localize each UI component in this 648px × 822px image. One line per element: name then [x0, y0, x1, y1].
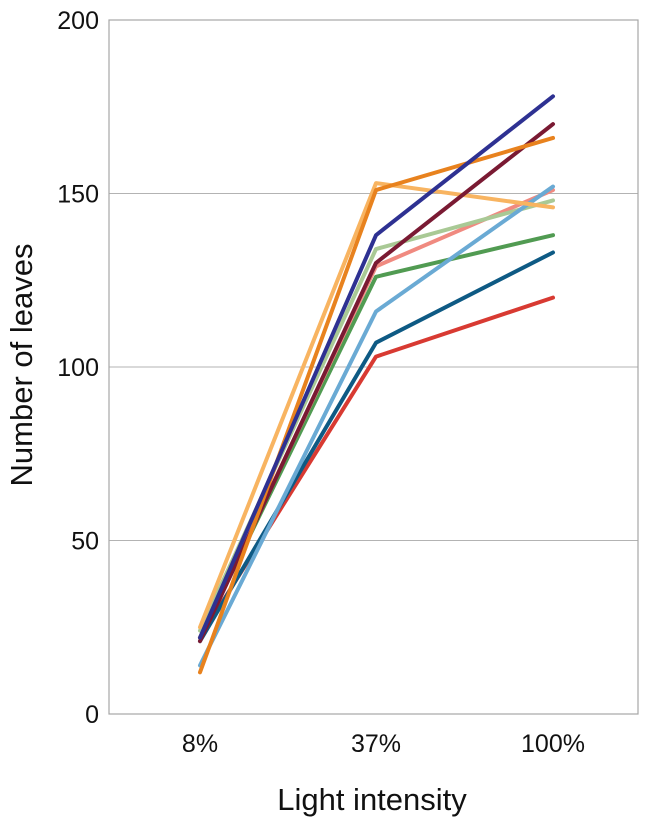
series-line	[198, 184, 555, 668]
y-tick-labels: 0 50 100 150 200	[57, 7, 99, 729]
plot-frame	[108, 19, 639, 715]
y-axis-title: Number of leaves	[4, 244, 39, 487]
x-tick-label: 8%	[182, 730, 218, 758]
series-line	[198, 295, 555, 640]
x-tick-labels: 8% 37% 100%	[182, 730, 585, 758]
y-tick-label: 200	[57, 7, 99, 35]
series-line	[198, 188, 555, 640]
x-axis-title: Light intensity	[277, 782, 467, 817]
series-line	[198, 94, 555, 640]
series-layer	[198, 94, 555, 675]
series-line	[198, 181, 555, 630]
series-line	[198, 135, 555, 675]
y-tick-label: 150	[57, 181, 99, 209]
series-line	[198, 250, 555, 644]
y-tick-label: 0	[85, 701, 99, 729]
y-tick-label: 100	[57, 354, 99, 382]
y-tick-label: 50	[71, 528, 99, 556]
x-tick-label: 37%	[351, 730, 401, 758]
x-tick-label: 100%	[521, 730, 585, 758]
series-line	[198, 233, 555, 640]
